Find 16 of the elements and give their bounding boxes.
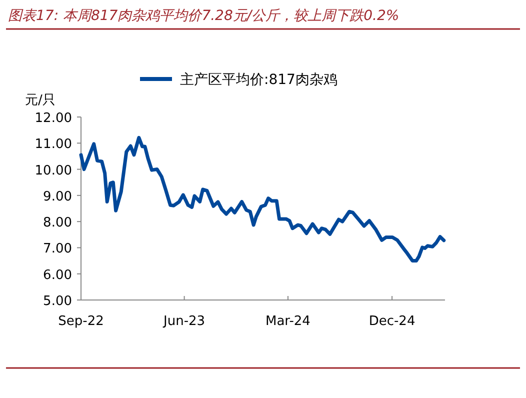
y-axis-title: 元/只	[25, 93, 56, 108]
y-tick-label: 6.00	[43, 268, 72, 283]
x-tick-label: Mar-24	[266, 314, 310, 329]
y-tick-label: 10.00	[34, 163, 72, 178]
y-tick-label: 8.00	[43, 216, 72, 231]
y-tick-label: 5.00	[43, 294, 72, 309]
legend: 主产区平均价:817肉杂鸡	[140, 72, 338, 88]
y-tick-label: 7.00	[43, 242, 72, 257]
legend-label: 主产区平均价:817肉杂鸡	[180, 72, 338, 88]
x-tick-label: Jun-23	[162, 314, 206, 329]
x-tick-label: Sep-22	[58, 314, 104, 329]
title: 图表17: 本周817肉杂鸡平均价7.28元/公斤，较上周下跌0.2%	[8, 8, 400, 24]
y-tick-label: 11.00	[34, 137, 72, 152]
x-tick-label: Dec-24	[368, 314, 416, 329]
y-tick-label: 9.00	[43, 189, 72, 204]
y-tick-label: 12.00	[34, 111, 72, 126]
